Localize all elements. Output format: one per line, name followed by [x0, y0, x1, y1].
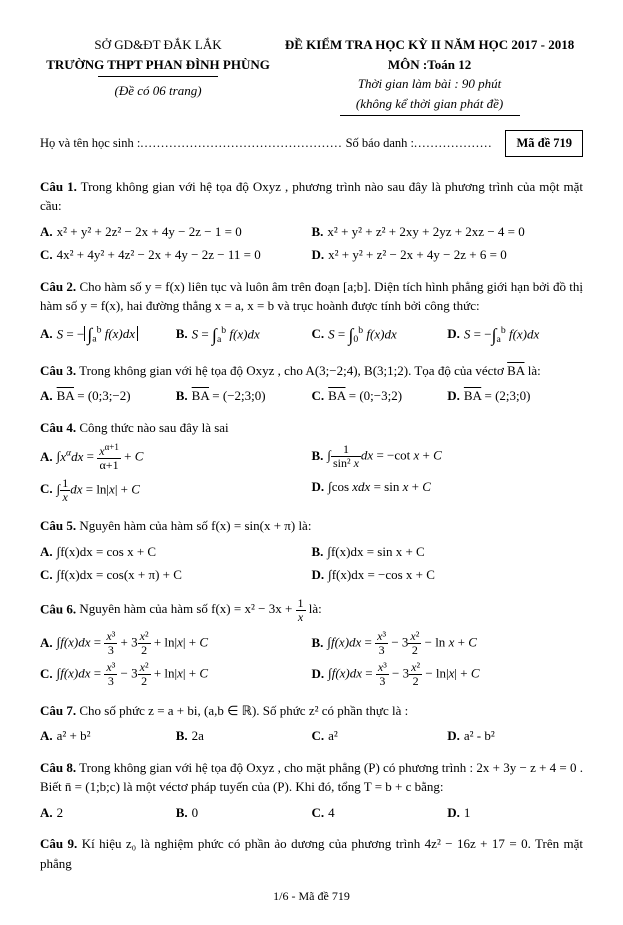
- divider: [340, 115, 520, 116]
- question-6: Câu 6. Nguyên hàm của hàm số f(x) = x² −…: [40, 597, 583, 691]
- opt-d: D.x² + y² + z² − 2x + 4y − 2z + 6 = 0: [312, 243, 584, 267]
- school: TRƯỜNG THPT PHAN ĐÌNH PHÙNG: [40, 55, 276, 75]
- header-right: ĐỀ KIỂM TRA HỌC KỲ II NĂM HỌC 2017 - 201…: [276, 35, 583, 118]
- q-label: Câu 6.: [40, 601, 76, 616]
- options: A.∫xαdx = xα+1α+1 + C B.∫1sin² xdx = −co…: [40, 441, 583, 506]
- opt-d: D.1: [447, 801, 583, 825]
- subject: MÔN :Toán 12: [276, 55, 583, 75]
- q-text: Trong không gian với hệ tọa độ Oxyz , ch…: [79, 363, 541, 378]
- student-line: Họ và tên học sinh :....................…: [40, 130, 583, 157]
- opt-b: B.S = ∫ab f(x)dx: [176, 320, 312, 351]
- q-label: Câu 8.: [40, 760, 76, 775]
- question-3: Câu 3. Trong không gian với hệ tọa độ Ox…: [40, 361, 583, 408]
- duration: Thời gian làm bài : 90 phút: [276, 74, 583, 94]
- opt-a: A.∫f(x)dx = x³3 + 3x²2 + ln|x| + C: [40, 628, 312, 659]
- opt-c: C.∫f(x)dx = cos(x + π) + C: [40, 563, 312, 587]
- question-1: Câu 1. Trong không gian với hệ tọa độ Ox…: [40, 177, 583, 267]
- opt-d: D.a² - b²: [447, 724, 583, 748]
- q-text: Công thức nào sau đây là sai: [79, 420, 228, 435]
- opt-a: A.∫xαdx = xα+1α+1 + C: [40, 441, 312, 474]
- q-label: Câu 3.: [40, 363, 76, 378]
- opt-a: A.x² + y² + 2z² − 2x + 4y − 2z − 1 = 0: [40, 220, 312, 244]
- q-text: Trong không gian với hệ tọa độ Oxyz , ch…: [40, 760, 583, 795]
- q-text: Cho hàm số y = f(x) liên tục và luôn âm …: [40, 279, 583, 314]
- options: A.∫f(x)dx = x³3 + 3x²2 + ln|x| + C B.∫f(…: [40, 628, 583, 691]
- q-label: Câu 4.: [40, 420, 76, 435]
- opt-b: B.∫1sin² xdx = −cot x + C: [312, 441, 584, 474]
- q-label: Câu 5.: [40, 518, 76, 533]
- opt-b: B.0: [176, 801, 312, 825]
- question-8: Câu 8. Trong không gian với hệ tọa độ Ox…: [40, 758, 583, 825]
- question-2: Câu 2. Cho hàm số y = f(x) liên tục và l…: [40, 277, 583, 351]
- q-text: Trong không gian với hệ tọa độ Oxyz , ph…: [40, 179, 583, 214]
- q-text: Cho số phức z = a + bi, (a,b ∈ ℝ). Số ph…: [79, 703, 408, 718]
- pages-note: (Đề có 06 trang): [40, 81, 276, 101]
- options: A.S = −∫ab f(x)dx B.S = ∫ab f(x)dx C.S =…: [40, 320, 583, 351]
- header-left: SỞ GD&ĐT ĐẮK LẮK TRƯỜNG THPT PHAN ĐÌNH P…: [40, 35, 276, 118]
- options: A.∫f(x)dx = cos x + C B.∫f(x)dx = sin x …: [40, 540, 583, 587]
- opt-b: B.2a: [176, 724, 312, 748]
- header: SỞ GD&ĐT ĐẮK LẮK TRƯỜNG THPT PHAN ĐÌNH P…: [40, 35, 583, 118]
- opt-a: A.a² + b²: [40, 724, 176, 748]
- opt-a: A.∫f(x)dx = cos x + C: [40, 540, 312, 564]
- dept: SỞ GD&ĐT ĐẮK LẮK: [40, 35, 276, 55]
- q-label: Câu 7.: [40, 703, 76, 718]
- page-footer: 1/6 - Mã đề 719: [40, 887, 583, 905]
- question-7: Câu 7. Cho số phức z = a + bi, (a,b ∈ ℝ)…: [40, 701, 583, 748]
- divider: [98, 76, 218, 77]
- opt-c: C.a²: [312, 724, 448, 748]
- name-field: Họ và tên học sinh :....................…: [40, 134, 492, 153]
- options: A.2 B.0 C.4 D.1: [40, 801, 583, 825]
- opt-b: B.∫f(x)dx = x³3 − 3x²2 − ln x + C: [312, 628, 584, 659]
- options: A.x² + y² + 2z² − 2x + 4y − 2z − 1 = 0 B…: [40, 220, 583, 267]
- question-9: Câu 9. Kí hiệu z₀ là nghiệm phức có phần…: [40, 834, 583, 873]
- opt-b: B.BA = (−2;3;0): [176, 384, 312, 408]
- exam-title: ĐỀ KIỂM TRA HỌC KỲ II NĂM HỌC 2017 - 201…: [276, 35, 583, 55]
- opt-a: A.BA = (0;3;−2): [40, 384, 176, 408]
- q-text: Kí hiệu z₀ là nghiệm phức có phần ảo dươ…: [40, 836, 583, 871]
- exam-code: Mã đề 719: [505, 130, 583, 157]
- question-4: Câu 4. Công thức nào sau đây là sai A.∫x…: [40, 418, 583, 506]
- opt-c: C.4: [312, 801, 448, 825]
- q-label: Câu 1.: [40, 179, 77, 194]
- opt-c: C.BA = (0;−3;2): [312, 384, 448, 408]
- q-text: Nguyên hàm của hàm số f(x) = x² − 3x + 1…: [79, 601, 321, 616]
- opt-b: B.x² + y² + z² + 2xy + 2yz + 2xz − 4 = 0: [312, 220, 584, 244]
- opt-c: C.∫1xdx = ln|x| + C: [40, 475, 312, 506]
- options: A.BA = (0;3;−2) B.BA = (−2;3;0) C.BA = (…: [40, 384, 583, 408]
- question-5: Câu 5. Nguyên hàm của hàm số f(x) = sin(…: [40, 516, 583, 587]
- opt-a: A.S = −∫ab f(x)dx: [40, 320, 176, 351]
- opt-d: D.∫cos xdx = sin x + C: [312, 475, 584, 506]
- opt-c: C.4x² + 4y² + 4z² − 2x + 4y − 2z − 11 = …: [40, 243, 312, 267]
- opt-d: D.S = −∫ab f(x)dx: [447, 320, 583, 351]
- q-label: Câu 2.: [40, 279, 76, 294]
- opt-d: D.∫f(x)dx = x³3 − 3x²2 − ln|x| + C: [312, 659, 584, 690]
- q-label: Câu 9.: [40, 836, 77, 851]
- time-note: (không kể thời gian phát đề): [276, 94, 583, 114]
- opt-c: C.∫f(x)dx = x³3 − 3x²2 + ln|x| + C: [40, 659, 312, 690]
- opt-a: A.2: [40, 801, 176, 825]
- opt-d: D.BA = (2;3;0): [447, 384, 583, 408]
- opt-c: C.S = ∫0b f(x)dx: [312, 320, 448, 351]
- opt-b: B.∫f(x)dx = sin x + C: [312, 540, 584, 564]
- options: A.a² + b² B.2a C.a² D.a² - b²: [40, 724, 583, 748]
- q-text: Nguyên hàm của hàm số f(x) = sin(x + π) …: [79, 518, 311, 533]
- opt-d: D.∫f(x)dx = −cos x + C: [312, 563, 584, 587]
